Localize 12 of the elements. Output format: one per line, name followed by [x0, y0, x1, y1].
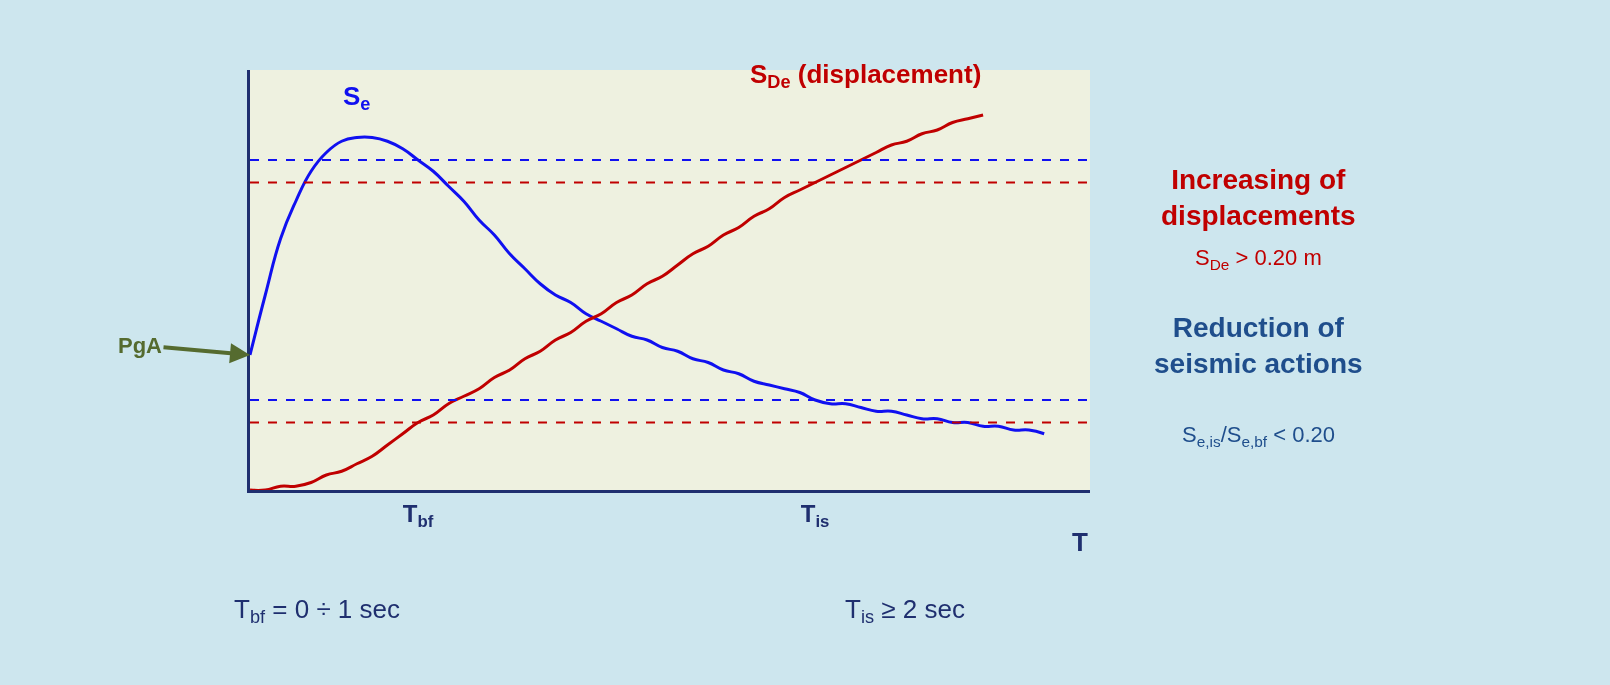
text: S$_{De}$ > 0.20 m: [1195, 245, 1322, 273]
x-tick-label: T$_{is}$: [800, 499, 830, 531]
x-tick-label: T$_{bf}$: [402, 499, 434, 531]
series-label: S$_{e}$: [343, 81, 371, 115]
text: T$_{is}$ ≥ 2 sec: [845, 594, 965, 628]
text: PgA: [118, 333, 163, 358]
text: T$_{bf}$ = 0 ÷ 1 sec: [234, 594, 401, 628]
text: S$_{e,is}$/S$_{e,bf}$ < 0.20: [1182, 422, 1335, 450]
text: Reduction of seismic actions: [1154, 312, 1363, 380]
series-label: S$_{De}$ (displacement): [750, 59, 982, 93]
x-axis-title: T: [1072, 527, 1088, 557]
text: Increasing of displacements: [1161, 164, 1356, 232]
